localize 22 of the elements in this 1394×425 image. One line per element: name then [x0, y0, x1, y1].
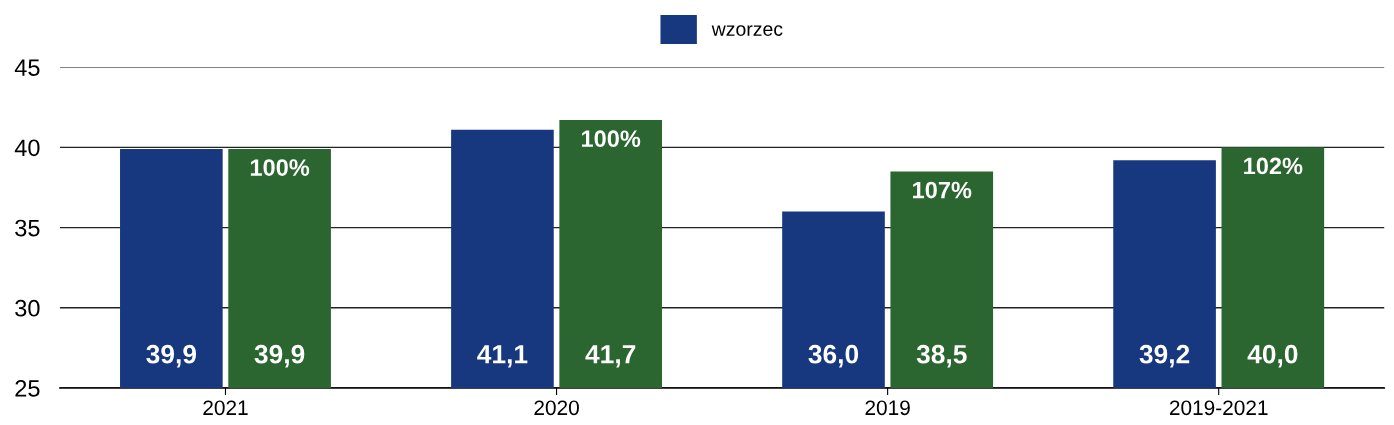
y-tick-label: 30 [15, 299, 40, 317]
x-tick-label: 2020 [534, 400, 579, 416]
annotation: 100% [581, 130, 641, 148]
data-label: 41,7 [585, 345, 636, 368]
y-tick-label: 40 [14, 139, 40, 157]
data-label: 39,2 [1139, 344, 1190, 368]
data-label: 41,1 [477, 345, 528, 368]
y-tick-label: 25 [15, 380, 40, 397]
x-tick-label: 2021 [203, 400, 248, 416]
data-label: 39,9 [254, 344, 305, 368]
legend-label: wzorzec [711, 25, 783, 36]
x-tick-label: 2019 [865, 400, 910, 416]
y-tick-label: 45 [14, 59, 40, 76]
annotation: 107% [913, 181, 972, 199]
data-label: 38,5 [916, 344, 967, 368]
data-label: 40,0 [1247, 344, 1298, 368]
x-tick-label: 2019-2021 [1169, 400, 1268, 416]
data-label: 36,0 [808, 344, 859, 368]
data-label: 39,9 [146, 344, 197, 368]
y-tick-label: 35 [15, 219, 40, 237]
annotation: 102% [1244, 157, 1303, 175]
annotation: 100% [250, 159, 310, 176]
